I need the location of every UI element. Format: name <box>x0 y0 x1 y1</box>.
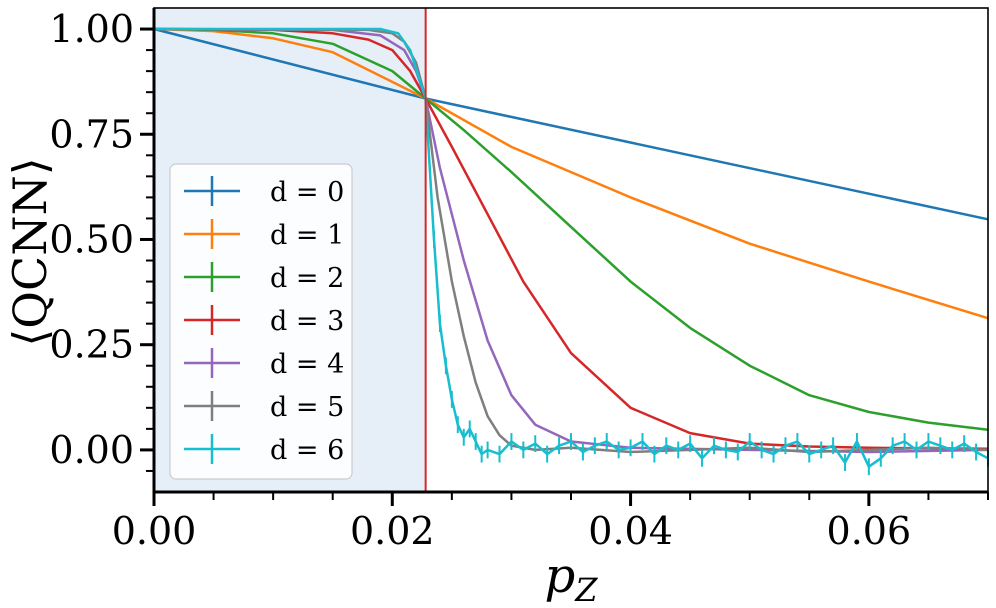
y-tick-label: 0.25 <box>49 323 134 367</box>
x-tick-label: 0.04 <box>588 509 673 553</box>
legend-box <box>169 163 353 480</box>
y-tick-label: 0.00 <box>49 428 134 472</box>
legend-label-d3: d = 3 <box>270 306 344 337</box>
series-group <box>153 27 989 476</box>
legend-label-d6: d = 6 <box>270 435 344 466</box>
axis-ticks <box>140 27 989 506</box>
legend: d = 0 d = 1 d = 2 d = 3 d = 4 d = 5 d = 6 <box>169 163 353 480</box>
y-axis-title: ⟨QCNN⟩ <box>3 157 57 346</box>
y-tick-label: 0.75 <box>49 112 134 156</box>
x-tick-label: 0.06 <box>827 509 912 553</box>
x-tick-label: 0.02 <box>350 509 435 553</box>
y-tick-label: 1.00 <box>49 7 134 51</box>
legend-label-d1: d = 1 <box>270 220 344 251</box>
tick-labels: 0.00 0.02 0.04 0.06 0.00 0.25 0.50 0.75 1.00 <box>49 7 911 553</box>
y-tick-label: 0.50 <box>49 217 134 261</box>
series-line-d3 <box>153 27 989 450</box>
series-line-d2 <box>153 27 989 431</box>
legend-label-d0: d = 0 <box>270 177 344 208</box>
legend-label-d5: d = 5 <box>270 392 344 423</box>
x-tick-label: 0.00 <box>112 509 197 553</box>
legend-label-d4: d = 4 <box>270 349 344 380</box>
series-line-d1 <box>153 27 989 320</box>
legend-label-d2: d = 2 <box>270 263 344 294</box>
x-axis-title: pZ <box>545 548 599 608</box>
